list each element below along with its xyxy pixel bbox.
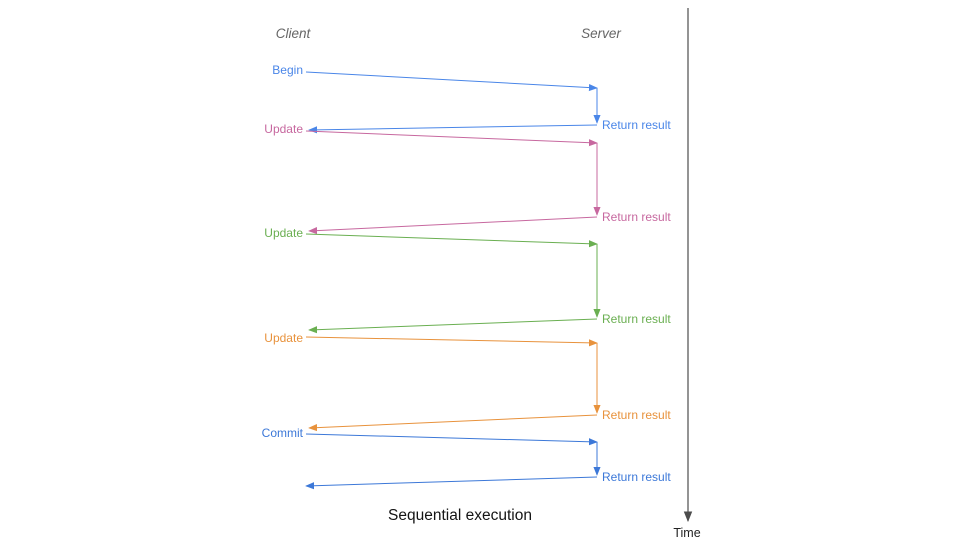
return-line xyxy=(308,414,598,432)
request-line xyxy=(305,71,598,92)
return-line xyxy=(308,216,598,235)
client-header: Client xyxy=(276,26,312,41)
return-result-label: Return result xyxy=(602,470,671,484)
message-label: Update xyxy=(264,122,303,136)
return-line xyxy=(305,476,598,490)
message-label: Commit xyxy=(262,426,304,440)
request-line xyxy=(305,336,598,347)
return-result-label: Return result xyxy=(602,118,671,132)
request-line xyxy=(305,233,598,248)
exchanges-group: Begin Return result Update Return result Upd… xyxy=(262,63,671,490)
request-line xyxy=(305,130,598,147)
message-label: Update xyxy=(264,331,303,345)
server-header: Server xyxy=(581,26,621,41)
return-result-label: Return result xyxy=(602,312,671,326)
diagram-title: Sequential execution xyxy=(388,507,532,524)
return-result-label: Return result xyxy=(602,408,671,422)
request-line xyxy=(305,433,598,446)
return-result-label: Return result xyxy=(602,210,671,224)
message-label: Update xyxy=(264,226,303,240)
time-axis-label: Time xyxy=(673,526,700,540)
message-label: Begin xyxy=(272,63,303,77)
return-line xyxy=(308,318,598,334)
return-line xyxy=(308,124,598,134)
